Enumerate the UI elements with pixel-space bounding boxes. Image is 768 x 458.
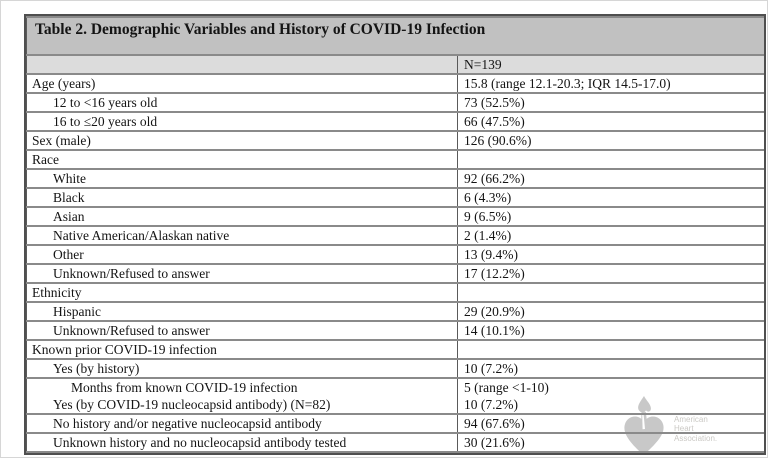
row-label-cell: Sex (male) bbox=[26, 130, 458, 151]
table-row: Asian 9 (6.5%) bbox=[26, 206, 767, 227]
row-value-cell: 30 (21.6%) bbox=[456, 432, 767, 453]
row-label-cell: 16 to ≤20 years old bbox=[26, 111, 458, 132]
table-row: Sex (male) 126 (90.6%) bbox=[26, 130, 767, 151]
header-label-cell bbox=[26, 54, 458, 75]
table-row: 16 to ≤20 years old 66 (47.5%) bbox=[26, 111, 767, 132]
table-row: Other 13 (9.4%) bbox=[26, 244, 767, 265]
row-label-cell: Black bbox=[26, 187, 458, 208]
row-value-cell: 2 (1.4%) bbox=[456, 225, 767, 246]
row-value-cell: 15.8 (range 12.1-20.3; IQR 14.5-17.0) bbox=[456, 73, 767, 94]
row-value-cell: 94 (67.6%) bbox=[456, 413, 767, 434]
table-header-row: N=139 bbox=[26, 54, 767, 75]
row-value-cell: 14 (10.1%) bbox=[456, 320, 767, 341]
table-row: Hispanic 29 (20.9%) bbox=[26, 301, 767, 322]
table-row: Race bbox=[26, 149, 767, 170]
row-label-cell: Known prior COVID-19 infection bbox=[26, 339, 458, 360]
row-value-cell: 9 (6.5%) bbox=[456, 206, 767, 227]
table-row: Native American/Alaskan native 2 (1.4%) bbox=[26, 225, 767, 246]
table-body: Table 2. Demographic Variables and Histo… bbox=[25, 16, 767, 453]
table-row: Yes (by history) 10 (7.2%) bbox=[26, 358, 767, 379]
row-label-cell: Yes (by history) bbox=[26, 358, 458, 379]
row-value-cell: 73 (52.5%) bbox=[456, 92, 767, 113]
row-value-cell bbox=[456, 339, 767, 360]
row-label-cell: Ethnicity bbox=[26, 282, 458, 303]
row-label-cell: Months from known COVID-19 infection Yes … bbox=[26, 377, 458, 415]
row-label-cell: Unknown/Refused to answer bbox=[26, 263, 458, 284]
table-row: Months from known COVID-19 infection Yes … bbox=[26, 377, 767, 415]
table-row: Age (years) 15.8 (range 12.1-20.3; IQR 14… bbox=[26, 73, 767, 94]
table-row: Unknown/Refused to answer 17 (12.2%) bbox=[26, 263, 767, 284]
row-value-cell: 5 (range <1-10) 10 (7.2%) bbox=[456, 377, 767, 415]
row-value-cell: 13 (9.4%) bbox=[456, 244, 767, 265]
row-value-cell: 6 (4.3%) bbox=[456, 187, 767, 208]
table-row: Unknown/Refused to answer 14 (10.1%) bbox=[26, 320, 767, 341]
row-label-cell: Unknown history and no nucleocapsid anti… bbox=[26, 432, 458, 453]
row-label-cell: Asian bbox=[26, 206, 458, 227]
row-label-cell: Race bbox=[26, 149, 458, 170]
row-value-cell: 92 (66.2%) bbox=[456, 168, 767, 189]
row-value-cell: 10 (7.2%) bbox=[456, 358, 767, 379]
table-row: 12 to <16 years old 73 (52.5%) bbox=[26, 92, 767, 113]
row-value-cell bbox=[456, 149, 767, 170]
table-row: Known prior COVID-19 infection bbox=[26, 339, 767, 360]
table-title: Table 2. Demographic Variables and Histo… bbox=[25, 16, 767, 56]
row-value-cell: 17 (12.2%) bbox=[456, 263, 767, 284]
row-label-cell: Hispanic bbox=[26, 301, 458, 322]
table-title-row: Table 2. Demographic Variables and Histo… bbox=[25, 16, 767, 56]
header-n-cell: N=139 bbox=[456, 54, 767, 75]
table-row: Unknown history and no nucleocapsid anti… bbox=[26, 432, 767, 453]
row-label-cell: Age (years) bbox=[26, 73, 458, 94]
table-row: White 92 (66.2%) bbox=[26, 168, 767, 189]
row-label-cell: 12 to <16 years old bbox=[26, 92, 458, 113]
row-value-cell: 126 (90.6%) bbox=[456, 130, 767, 151]
table-row: Black 6 (4.3%) bbox=[26, 187, 767, 208]
table-row: Ethnicity bbox=[26, 282, 767, 303]
row-label-cell: Unknown/Refused to answer bbox=[26, 320, 458, 341]
row-value-cell bbox=[456, 282, 767, 303]
row-value-cell: 66 (47.5%) bbox=[456, 111, 767, 132]
table-row: No history and/or negative nucleocapsid … bbox=[26, 413, 767, 434]
row-label-cell: Native American/Alaskan native bbox=[26, 225, 458, 246]
row-label-cell: Other bbox=[26, 244, 458, 265]
row-value-cell: 29 (20.9%) bbox=[456, 301, 767, 322]
row-label-cell: White bbox=[26, 168, 458, 189]
demographics-table: Table 2. Demographic Variables and Histo… bbox=[25, 16, 767, 453]
row-label-cell: No history and/or negative nucleocapsid … bbox=[26, 413, 458, 434]
